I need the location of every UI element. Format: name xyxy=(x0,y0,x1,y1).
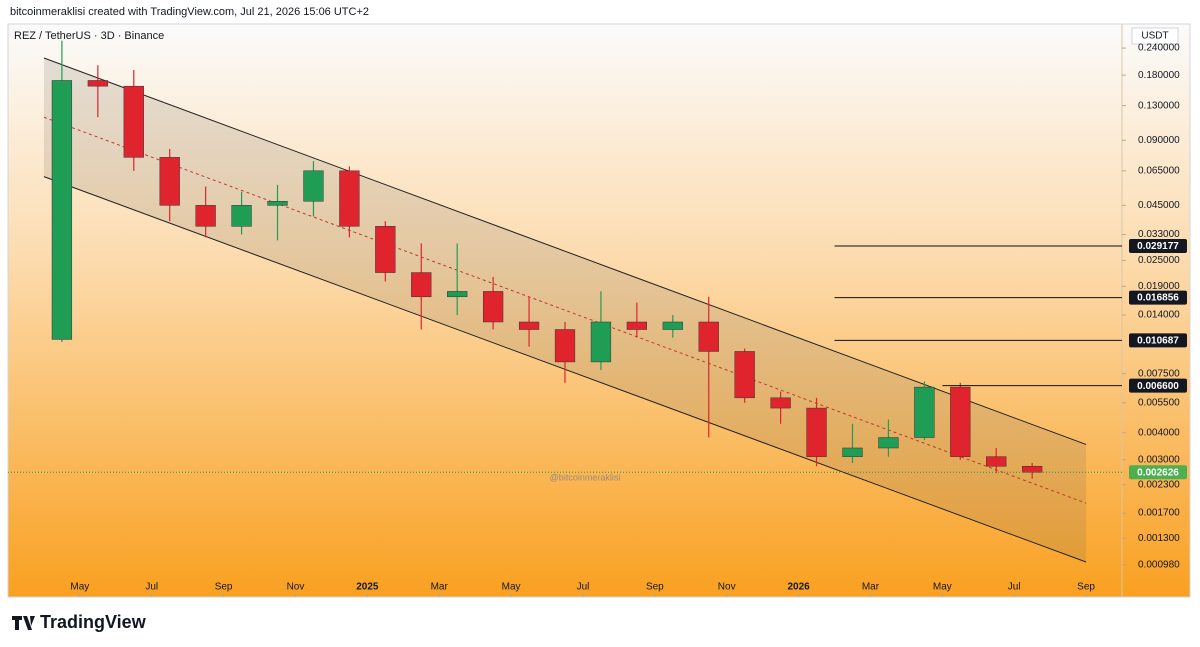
y-tick-label: 0.014000 xyxy=(1138,310,1180,321)
x-tick-label: Jul xyxy=(1008,582,1021,593)
y-tick-label: 0.090000 xyxy=(1138,135,1180,146)
y-tick-label: 0.019000 xyxy=(1138,281,1180,292)
candle-body xyxy=(950,386,971,457)
level-label: 0.010687 xyxy=(1137,336,1179,347)
y-tick-label: 0.045000 xyxy=(1138,200,1180,211)
brand: TradingView xyxy=(40,612,147,632)
logo-icon xyxy=(12,616,35,630)
level-label-box xyxy=(1129,378,1187,393)
y-tick-label: 0.001700 xyxy=(1138,508,1180,519)
candle-body xyxy=(662,321,683,330)
candle-body xyxy=(878,437,899,449)
x-tick-label: Nov xyxy=(718,582,736,593)
y-tick-label: 0.180000 xyxy=(1138,70,1180,81)
candle-body xyxy=(195,205,216,227)
x-tick-label: Mar xyxy=(862,582,880,593)
candle-body xyxy=(518,321,540,330)
candle-body xyxy=(447,291,468,298)
y-tick-label: 0.065000 xyxy=(1138,165,1180,176)
x-tick-label: May xyxy=(70,582,89,593)
x-tick-label: Nov xyxy=(287,582,305,593)
header: bitcoinmeraklisi created with TradingVie… xyxy=(10,6,369,18)
candle-body xyxy=(482,291,504,323)
x-tick-label: 2026 xyxy=(787,582,810,593)
candle-body xyxy=(842,447,863,457)
y-tick-label: 0.007500 xyxy=(1138,368,1180,379)
candle-body xyxy=(806,407,827,457)
level-label-box xyxy=(1129,333,1187,348)
y-tick-label: 0.130000 xyxy=(1138,100,1180,111)
logo: TradingView xyxy=(12,612,147,632)
candle-body xyxy=(87,80,108,87)
watermark: @bitcoinmeraklisi xyxy=(550,472,621,482)
x-tick-label: Jul xyxy=(145,582,158,593)
candle-body xyxy=(159,157,180,206)
candle-body xyxy=(734,351,755,399)
currency-box xyxy=(1131,27,1179,45)
y-tick-label: 0.001300 xyxy=(1138,533,1180,544)
level-label: 0.016856 xyxy=(1137,293,1179,304)
last-price-box xyxy=(1129,465,1187,480)
candle-body xyxy=(626,321,648,330)
candle-body xyxy=(770,397,791,409)
candle-body xyxy=(1022,465,1043,473)
candle-body xyxy=(303,170,324,202)
candle-body xyxy=(986,456,1007,467)
currency: USDT xyxy=(1141,31,1168,42)
candle-body xyxy=(123,85,144,158)
level-label: 0.006600 xyxy=(1137,381,1179,392)
candle-body xyxy=(375,226,396,273)
candle-body xyxy=(231,205,252,227)
y-tick-label: 0.240000 xyxy=(1138,43,1180,54)
x-tick-label: May xyxy=(502,582,521,593)
y-tick-label: 0.004000 xyxy=(1138,427,1180,438)
candle-body xyxy=(411,272,432,298)
symbol-title: REZ / TetherUS · 3D · Binance xyxy=(14,30,164,42)
channel-middle xyxy=(43,116,1087,504)
y-tick-label: 0.003000 xyxy=(1138,454,1180,465)
chart-bg xyxy=(7,23,1191,598)
candle-body xyxy=(590,321,612,363)
candle-body xyxy=(914,386,935,438)
candle-body xyxy=(554,329,576,363)
level-label: 0.029177 xyxy=(1137,241,1179,252)
y-tick-label: 0.000980 xyxy=(1138,559,1180,570)
x-tick-label: May xyxy=(933,582,952,593)
level-label-box xyxy=(1129,290,1187,305)
x-tick-label: Sep xyxy=(1077,582,1095,593)
candle-body xyxy=(339,170,360,227)
x-tick-label: Mar xyxy=(431,582,449,593)
y-tick-label: 0.002300 xyxy=(1138,479,1180,490)
x-tick-label: Jul xyxy=(577,582,590,593)
last-price-label: 0.002626 xyxy=(1137,467,1179,478)
candle-body xyxy=(698,321,719,352)
y-tick-label: 0.005500 xyxy=(1138,397,1180,408)
x-tick-label: Sep xyxy=(215,582,233,593)
candle-body xyxy=(267,201,288,206)
level-label-box xyxy=(1129,239,1187,254)
plot xyxy=(43,40,1087,563)
y-tick-label: 0.025000 xyxy=(1138,255,1180,266)
y-tick-label: 0.033000 xyxy=(1138,229,1180,240)
channel-upper xyxy=(43,57,1087,445)
x-tick-label: Sep xyxy=(646,582,664,593)
candle-body xyxy=(51,80,73,340)
x-tick-label: 2025 xyxy=(356,582,379,593)
